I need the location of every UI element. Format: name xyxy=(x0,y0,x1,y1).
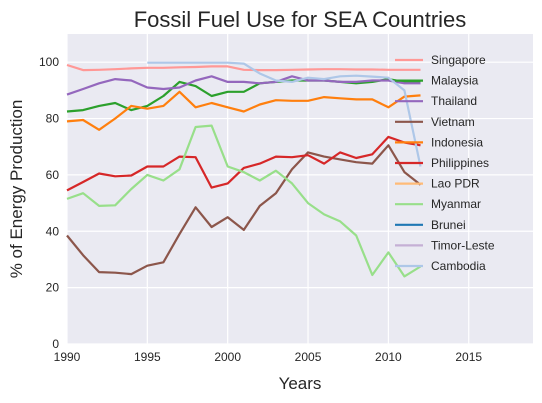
series-lines xyxy=(66,61,422,278)
legend-label-indonesia: Indonesia xyxy=(431,135,483,149)
grid-lines xyxy=(66,34,533,345)
y-tick-label: 20 xyxy=(46,281,60,295)
legend-label-vietnam: Vietnam xyxy=(431,115,475,129)
x-tick-label: 1990 xyxy=(54,350,81,364)
legend-label-singapore: Singapore xyxy=(431,53,486,67)
chart-title: Fossil Fuel Use for SEA Countries xyxy=(134,7,467,32)
x-tick-label: 1995 xyxy=(134,350,161,364)
x-tick-label: 2010 xyxy=(375,350,402,364)
series-line-malaysia xyxy=(66,77,421,113)
series-line-thailand xyxy=(66,75,421,96)
series-line-myanmar xyxy=(66,124,422,278)
series-line-singapore xyxy=(66,63,421,72)
legend-label-myanmar: Myanmar xyxy=(431,197,481,211)
x-tick-label: 2005 xyxy=(295,350,322,364)
y-tick-label: 60 xyxy=(46,168,60,182)
series-line-philippines xyxy=(66,135,421,192)
x-tick-label: 2000 xyxy=(214,350,241,364)
legend-label-brunei: Brunei xyxy=(431,218,466,232)
series-line-vietnam xyxy=(66,144,422,276)
y-tick-label: 0 xyxy=(52,337,59,351)
y-tick-label: 100 xyxy=(39,55,59,69)
legend-label-malaysia: Malaysia xyxy=(431,74,479,88)
legend-label-lao-pdr: Lao PDR xyxy=(431,177,480,191)
x-axis-label: Years xyxy=(279,374,322,393)
series-line-cambodia xyxy=(147,61,422,167)
x-tick-label: 2015 xyxy=(455,350,482,364)
legend-label-timor-leste: Timor-Leste xyxy=(431,238,495,252)
legend-label-thailand: Thailand xyxy=(431,94,477,108)
y-axis-label: % of Energy Production xyxy=(7,100,26,279)
legend-label-philippines: Philippines xyxy=(431,156,489,170)
series-line-indonesia xyxy=(66,90,421,131)
y-tick-label: 40 xyxy=(46,224,60,238)
legend-label-cambodia: Cambodia xyxy=(431,259,486,273)
y-tick-labels: 0 20 40 60 80 100 xyxy=(39,55,59,351)
legend: Singapore Malaysia Thailand Vietnam Indonesi… xyxy=(395,53,495,273)
y-tick-label: 80 xyxy=(46,112,60,126)
x-tick-labels: 1990 1995 2000 2005 2010 2015 xyxy=(54,350,483,364)
